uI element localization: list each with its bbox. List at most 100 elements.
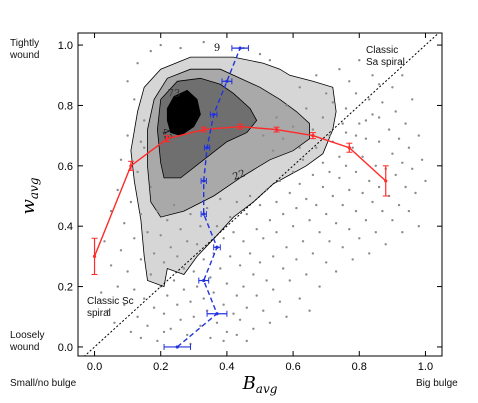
scatter-point [195, 243, 199, 246]
scatter-point [315, 146, 318, 149]
scatter-point [282, 137, 285, 140]
scatter-point [341, 203, 344, 207]
scatter-point [139, 212, 143, 216]
scatter-point [358, 122, 361, 125]
scatter-points [100, 40, 427, 346]
scatter-point [328, 170, 331, 174]
scatter-point [344, 131, 348, 134]
scatter-point [225, 282, 229, 285]
scatter-point [126, 80, 129, 83]
scatter-point [401, 74, 404, 77]
x-tick-label: 0.2 [153, 361, 168, 373]
scatter-point [318, 285, 321, 288]
scatter-point [291, 125, 295, 128]
scatter-point [106, 309, 110, 312]
scatter-point [172, 279, 176, 282]
scatter-point [305, 107, 308, 110]
scatter-point [212, 291, 215, 294]
contour-level-73 [166, 89, 201, 137]
scatter-point [143, 146, 146, 149]
x-tick-label: 0.8 [352, 361, 367, 373]
annotation-big-bulge: Big bulge [416, 378, 458, 389]
scatter-point [176, 255, 179, 258]
scatter-point [371, 200, 374, 204]
series-point [129, 164, 133, 168]
scatter-point [152, 252, 156, 255]
scatter-point [262, 237, 265, 240]
series-point [165, 137, 169, 141]
annotation-tightly-wound: Tightly wound [10, 38, 40, 61]
scatter-point [258, 203, 262, 207]
scatter-point [189, 212, 192, 216]
scatter-point [219, 197, 222, 201]
scatter-point [358, 237, 361, 240]
scatter-point [351, 146, 354, 149]
scatter-point [417, 225, 420, 228]
scatter-point [374, 231, 377, 234]
scatter-point [272, 149, 275, 152]
scatter-point [235, 200, 238, 204]
scatter-point [149, 49, 152, 53]
x-tick-label: 1.0 [418, 361, 433, 373]
scatter-point [139, 336, 143, 340]
scatter-point [192, 270, 195, 273]
scatter-point [272, 288, 275, 291]
scatter-point [301, 240, 305, 243]
scatter-point [248, 252, 252, 255]
scatter-point [411, 167, 414, 170]
y-tick-label: 0.6 [58, 161, 73, 173]
scatter-point [381, 209, 384, 213]
scatter-point [179, 46, 182, 50]
scatter-point [143, 297, 146, 300]
scatter-point [129, 330, 133, 334]
scatter-point [377, 116, 381, 119]
scatter-point [189, 342, 192, 346]
scatter-point [258, 52, 262, 56]
scatter-point [338, 176, 341, 180]
scatter-point [387, 194, 391, 198]
scatter-point [295, 206, 298, 210]
scatter-point [156, 339, 159, 343]
scatter-point [199, 324, 202, 327]
scatter-point [404, 185, 407, 189]
scatter-point [368, 252, 371, 255]
scatter-point [113, 321, 116, 324]
scatter-point [252, 327, 255, 330]
series-point [215, 312, 219, 316]
scatter-point [156, 209, 159, 213]
scatter-point [328, 240, 331, 243]
scatter-point [139, 140, 143, 143]
scatter-point [205, 206, 209, 210]
scatter-point [222, 339, 225, 343]
annotation-small-bulge: Small/no bulge [10, 378, 77, 389]
x-tick-label: 0.0 [87, 361, 102, 373]
scatter-point [311, 252, 315, 255]
scatter-point [248, 194, 252, 198]
scatter-point [235, 333, 238, 337]
scatter-point [152, 306, 156, 309]
scatter-point [288, 191, 291, 195]
scatter-point [215, 225, 219, 228]
density-contours [130, 56, 337, 288]
scatter-point [123, 222, 126, 225]
scatter-point [232, 312, 235, 315]
scatter-point [341, 246, 344, 249]
scatter-point [420, 158, 424, 161]
scatter-point [368, 179, 371, 183]
scatter-point [391, 219, 394, 222]
scatter-point [258, 261, 262, 264]
annotation-classic-sc: Classic Sc spiral [87, 296, 134, 319]
scatter-point [119, 158, 123, 161]
scatter-point [361, 191, 364, 195]
scatter-point [364, 137, 368, 140]
scatter-point [315, 203, 318, 207]
scatter-point [136, 315, 139, 318]
scatter-point [364, 219, 368, 222]
scatter-point [407, 209, 411, 213]
scatter-point [116, 285, 119, 288]
scatter-point [354, 209, 358, 213]
scatter-point [133, 237, 136, 240]
scatter-point [189, 300, 192, 303]
scatter-point [394, 110, 397, 113]
scatter-point [129, 200, 133, 204]
